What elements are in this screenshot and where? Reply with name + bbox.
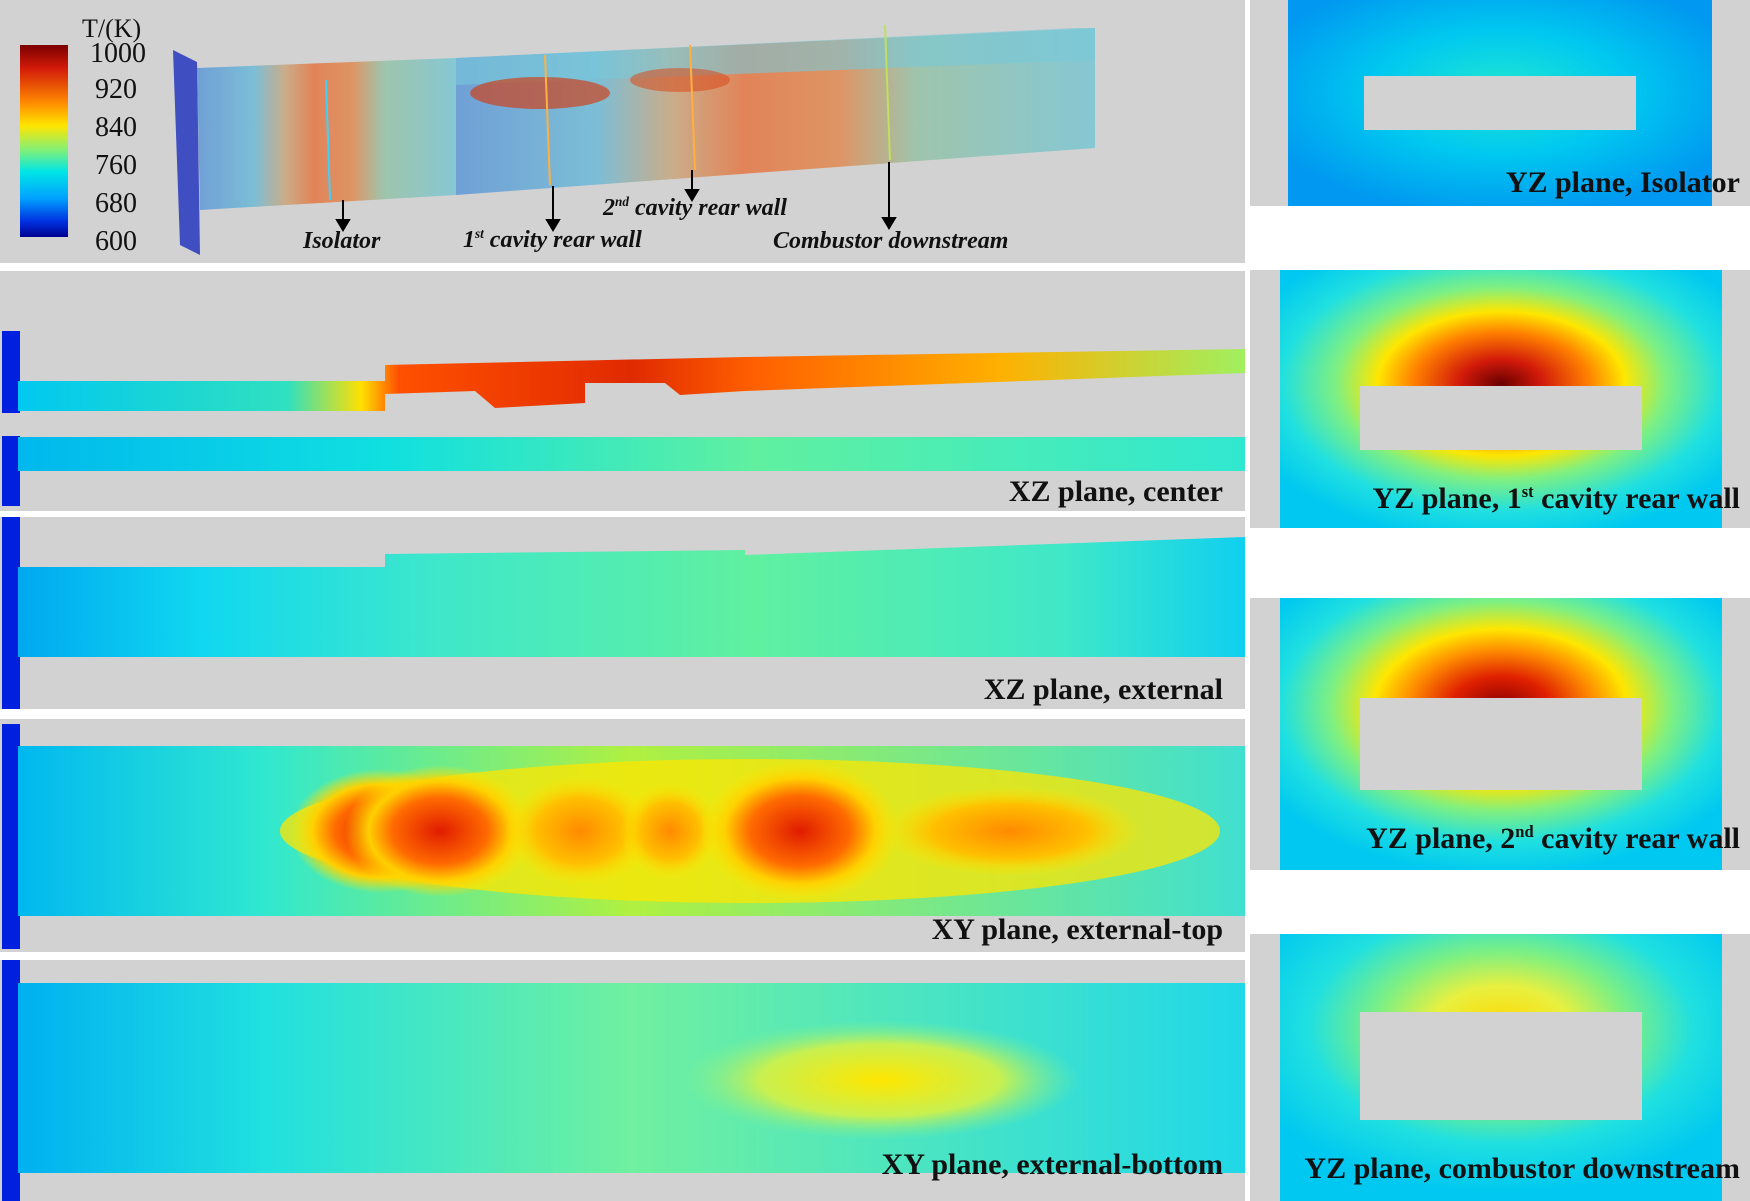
yz-cavity1-panel: YZ plane, 1st cavity rear wall bbox=[1250, 270, 1750, 528]
xy-bottom-label: XY plane, external-bottom bbox=[881, 1148, 1223, 1181]
annotation-cavity2: 2nd cavity rear wall bbox=[603, 194, 787, 221]
xz-external-label: XZ plane, external bbox=[983, 673, 1223, 706]
colorbar-tick-760: 760 bbox=[95, 150, 137, 181]
xy-top-panel: XY plane, external-top bbox=[0, 719, 1245, 952]
xz-center-label: XZ plane, center bbox=[1008, 475, 1223, 508]
annotation-isolator: Isolator bbox=[303, 228, 381, 254]
overview-panel: T/(K) 1000 920 840 760 680 600 Isolator … bbox=[0, 0, 1245, 263]
xy-bottom-contour bbox=[2, 960, 1245, 1201]
annotation-arrows bbox=[335, 162, 897, 232]
yz-isolator-panel: YZ plane, Isolator bbox=[1250, 0, 1750, 206]
colorbar-tick-920: 920 bbox=[95, 74, 137, 105]
colorbar-tick-1000: 1000 bbox=[90, 38, 146, 69]
yz-cavity2-panel: YZ plane, 2nd cavity rear wall bbox=[1250, 598, 1750, 870]
colorbar-tick-600: 600 bbox=[95, 226, 137, 257]
yz-isolator-contour bbox=[1288, 0, 1712, 206]
xz-external-panel: XZ plane, external bbox=[0, 517, 1245, 709]
xz-external-contour bbox=[2, 517, 1245, 709]
overview-3d-view bbox=[20, 24, 1095, 255]
xy-top-label: XY plane, external-top bbox=[931, 913, 1223, 946]
colorbar-title: T/(K) bbox=[82, 14, 142, 43]
colorbar bbox=[20, 45, 68, 237]
xz-center-panel: XZ plane, center bbox=[0, 271, 1245, 511]
yz-cavity2-label: YZ plane, 2nd cavity rear wall bbox=[1366, 822, 1740, 855]
yz-cavity2-contour bbox=[1280, 598, 1722, 870]
xy-bottom-panel: XY plane, external-bottom bbox=[0, 960, 1245, 1201]
xy-top-contour bbox=[2, 724, 1245, 949]
inlet-plate bbox=[173, 50, 200, 255]
colorbar-tick-680: 680 bbox=[95, 188, 137, 219]
xz-center-contour bbox=[2, 331, 1245, 506]
yz-isolator-label: YZ plane, Isolator bbox=[1505, 166, 1740, 199]
yz-downstream-panel: YZ plane, combustor downstream bbox=[1250, 934, 1750, 1201]
yz-cavity1-contour bbox=[1280, 270, 1722, 528]
yz-downstream-contour bbox=[1280, 934, 1722, 1201]
yz-downstream-label: YZ plane, combustor downstream bbox=[1304, 1152, 1740, 1185]
annotation-combustor-downstream: Combustor downstream bbox=[773, 228, 1009, 254]
colorbar-tick-840: 840 bbox=[95, 112, 137, 143]
yz-cavity1-label: YZ plane, 1st cavity rear wall bbox=[1372, 482, 1740, 515]
annotation-cavity1: 1st cavity rear wall bbox=[463, 226, 642, 253]
